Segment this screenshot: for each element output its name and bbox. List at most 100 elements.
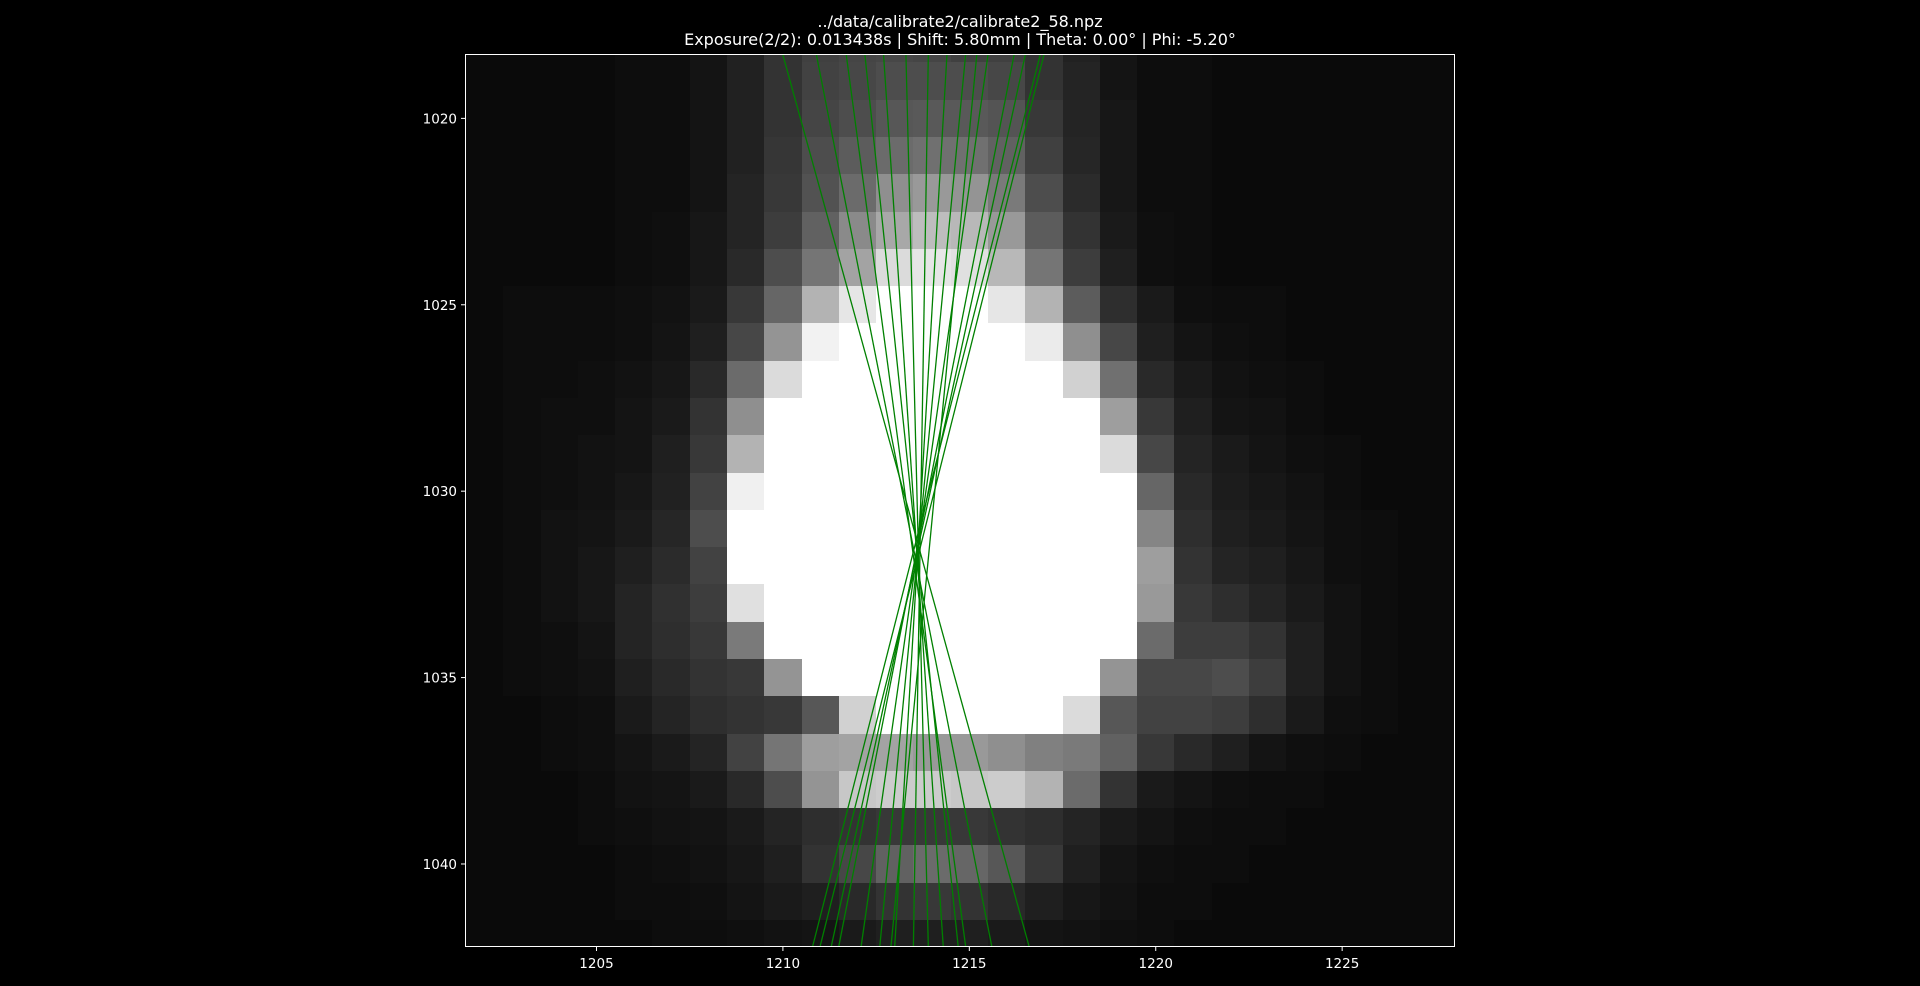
heatmap-cell	[1286, 398, 1325, 436]
heatmap-cell	[1212, 100, 1250, 138]
y-tick-label: 1025	[423, 298, 457, 314]
heatmap-cell	[951, 547, 989, 585]
heatmap-cell	[839, 361, 877, 399]
heatmap-cell	[541, 100, 579, 138]
heatmap-cell	[503, 510, 542, 548]
heatmap-cell	[1137, 659, 1175, 697]
heatmap-cell	[1212, 808, 1250, 846]
heatmap-cell	[503, 622, 542, 660]
heatmap-cell	[727, 659, 765, 697]
heatmap-cell	[1398, 845, 1436, 884]
heatmap-cell	[727, 584, 765, 623]
heatmap-cell	[727, 510, 765, 548]
heatmap-cell	[615, 659, 653, 697]
heatmap-cell	[1435, 771, 1454, 809]
heatmap-cell	[1249, 323, 1287, 362]
heatmap-cell	[1212, 249, 1250, 287]
heatmap-cell	[466, 212, 504, 250]
heatmap-cell	[839, 55, 877, 63]
heatmap-cell	[1286, 361, 1325, 399]
heatmap-cell	[541, 323, 579, 362]
ray-line	[894, 55, 948, 946]
figure-title: ../data/calibrate2/calibrate2_58.npz	[817, 12, 1103, 31]
heatmap-cell	[1249, 771, 1287, 809]
heatmap-cell	[1398, 473, 1436, 511]
heatmap-cell	[652, 473, 691, 511]
heatmap-cell	[1249, 286, 1287, 324]
heatmap-cell	[727, 547, 765, 585]
heatmap-cell	[727, 286, 765, 324]
heatmap-cell	[541, 473, 579, 511]
heatmap-cell	[466, 62, 504, 101]
heatmap-cell	[466, 696, 504, 735]
heatmap-cell	[690, 734, 728, 772]
heatmap-cell	[1212, 286, 1250, 324]
heatmap-cell	[764, 845, 803, 884]
heatmap-cell	[1063, 771, 1101, 809]
heatmap-cell	[1286, 696, 1325, 735]
heatmap-cell	[802, 547, 840, 585]
heatmap-cell	[690, 398, 728, 436]
heatmap-cell	[690, 696, 728, 735]
heatmap-cell	[1174, 584, 1213, 623]
heatmap-cell	[1249, 622, 1287, 660]
heatmap-cell	[802, 435, 840, 474]
heatmap-cell	[1100, 55, 1138, 63]
heatmap-cell	[1025, 212, 1064, 250]
heatmap-cell	[764, 584, 803, 623]
heatmap-cell	[652, 771, 691, 809]
heatmap-cell	[578, 286, 616, 324]
heatmap-cell	[988, 323, 1026, 362]
heatmap-cell	[1174, 323, 1213, 362]
heatmap-cell	[1063, 55, 1101, 63]
heatmap-cell	[1137, 398, 1175, 436]
ray-line	[819, 55, 1045, 946]
heatmap-cell	[913, 734, 952, 772]
heatmap-cell	[1398, 622, 1436, 660]
heatmap-cell	[466, 622, 504, 660]
heatmap-cell	[652, 174, 691, 213]
heatmap-cell	[1435, 398, 1454, 436]
heatmap-cell	[690, 920, 728, 946]
heatmap-cell	[764, 510, 803, 548]
heatmap-cell	[913, 845, 952, 884]
heatmap-cell	[988, 510, 1026, 548]
heatmap-cell	[951, 510, 989, 548]
heatmap-cell	[1174, 920, 1213, 946]
heatmap-cell	[1249, 473, 1287, 511]
heatmap-cell	[1212, 920, 1250, 946]
heatmap-cell	[1361, 584, 1399, 623]
heatmap-cell	[503, 734, 542, 772]
heatmap-cell	[764, 100, 803, 138]
heatmap-cell	[690, 137, 728, 175]
heatmap-cell	[1137, 323, 1175, 362]
heatmap-cell	[1100, 323, 1138, 362]
heatmap-cell	[1174, 845, 1213, 884]
heatmap-cell	[652, 659, 691, 697]
heatmap-cell	[690, 808, 728, 846]
heatmap-cell	[1249, 249, 1287, 287]
heatmap-cell	[1435, 249, 1454, 287]
heatmap-cell	[727, 734, 765, 772]
heatmap-cell	[988, 584, 1026, 623]
x-tick-label: 1205	[579, 956, 613, 972]
heatmap-cell	[690, 249, 728, 287]
heatmap-cell	[727, 361, 765, 399]
heatmap-cell	[951, 734, 989, 772]
heatmap-cell	[1025, 808, 1064, 846]
heatmap-cell	[578, 584, 616, 623]
heatmap-cell	[1063, 547, 1101, 585]
heatmap-cell	[1212, 361, 1250, 399]
heatmap-cell	[1361, 249, 1399, 287]
heatmap-cell	[1361, 920, 1399, 946]
heatmap-cell	[876, 174, 914, 213]
heatmap-cell	[1137, 249, 1175, 287]
heatmap-cell	[503, 361, 542, 399]
heatmap-cell	[615, 845, 653, 884]
heatmap-cell	[1249, 137, 1287, 175]
heatmap-cell	[876, 137, 914, 175]
heatmap-cell	[541, 212, 579, 250]
heatmap-cell	[1435, 584, 1454, 623]
heatmap-cell	[615, 62, 653, 101]
heatmap-cell	[1286, 547, 1325, 585]
